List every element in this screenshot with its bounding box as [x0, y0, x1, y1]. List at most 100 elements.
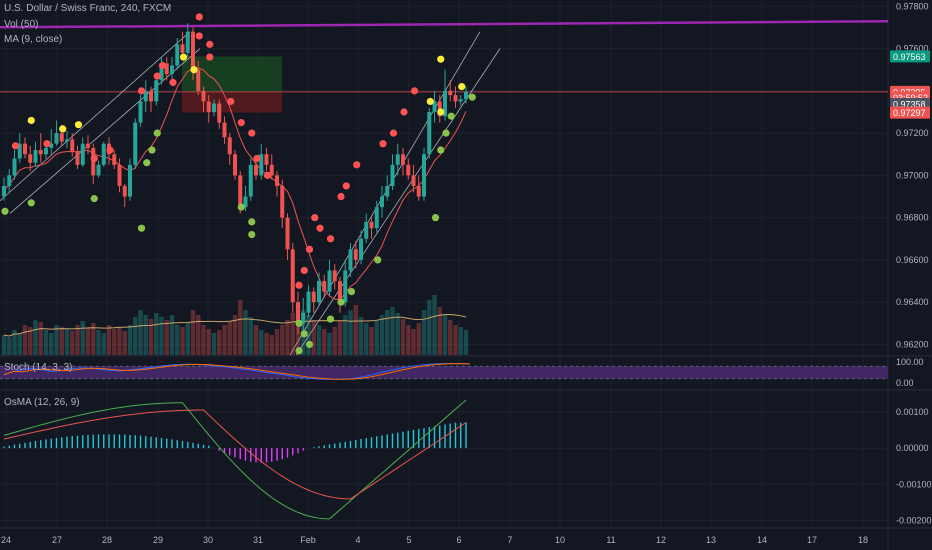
price-tick-label: 0.97600 [896, 44, 929, 54]
volume-bar [22, 325, 28, 355]
candle-body [422, 154, 426, 197]
candle-body [338, 281, 342, 303]
candle-body [33, 150, 38, 163]
volume-bar [306, 315, 311, 355]
fractal-dot [295, 319, 303, 327]
fractal-dot [106, 146, 114, 154]
price-tick-label: 0.97800 [896, 1, 929, 11]
volume-bar [406, 325, 411, 355]
candle-body [80, 143, 85, 165]
fractal-dot [300, 330, 308, 338]
candle-body [222, 122, 227, 138]
candle-body [322, 281, 327, 292]
candle-body [185, 31, 190, 53]
fractal-dot [153, 72, 161, 80]
candle-body [196, 69, 201, 91]
candle-body [149, 90, 153, 102]
candle [296, 291, 300, 334]
volume-bar [264, 333, 269, 355]
time-axis-label: 7 [507, 535, 512, 545]
candle [332, 264, 337, 290]
fractal-dot [342, 182, 350, 190]
fractal-dot [426, 97, 434, 106]
volume-bar [43, 330, 49, 355]
volume-bar [453, 325, 458, 355]
fractal-dot [379, 140, 387, 148]
volume-bar [185, 323, 190, 355]
ma-legend[interactable]: MA (9, close) [4, 34, 63, 45]
fractal-dot [263, 171, 272, 179]
candle [23, 137, 27, 159]
price-badge-bg [890, 106, 930, 119]
candle-body [327, 270, 332, 292]
candle [348, 243, 353, 277]
volume-bar [85, 327, 91, 355]
candle [175, 38, 180, 70]
volume-bar [400, 319, 406, 355]
stoch-legend[interactable]: Stoch (14, 3, 3) [4, 362, 73, 373]
candle [170, 57, 174, 81]
candle [128, 158, 132, 201]
time-axis-label: 6 [456, 535, 461, 545]
fractal-dot [59, 125, 67, 133]
candle [327, 259, 332, 296]
candle [280, 179, 285, 229]
candle [411, 164, 416, 193]
volume-bar [1, 335, 7, 355]
candle-body [96, 164, 101, 176]
fractal-dot [295, 347, 303, 355]
price-badge-label: 0.97297 [893, 108, 926, 118]
volume-bar [274, 329, 280, 355]
candle-body [348, 249, 353, 271]
candle-body [264, 154, 269, 165]
osma-legend[interactable]: OsMA (12, 26, 9) [4, 397, 80, 408]
candle-body [311, 291, 316, 303]
fractal-dot [400, 108, 408, 116]
candle [422, 147, 426, 201]
candle-body [416, 185, 421, 197]
volume-bar [248, 317, 253, 355]
fractal-dot [11, 142, 20, 150]
volume-bar [253, 325, 259, 355]
candle [2, 177, 6, 201]
candle [364, 213, 369, 244]
candle [122, 183, 127, 208]
candle-body [254, 164, 258, 176]
fractal-dot [374, 256, 382, 264]
candle-body [285, 217, 290, 250]
volume-legend[interactable]: Vol (50) [4, 19, 39, 30]
candle-body [464, 91, 468, 100]
candle [201, 86, 206, 112]
candle-body [117, 164, 122, 186]
candle [38, 133, 43, 163]
candle-body [170, 65, 174, 74]
fractal-dot [153, 129, 161, 137]
fractal-dot [300, 266, 308, 275]
candle-body [122, 185, 127, 197]
fractal-markers [1, 13, 476, 355]
candle-body [364, 221, 369, 239]
candle [243, 185, 248, 212]
volume-bar [353, 305, 358, 355]
candle-body [290, 249, 295, 303]
stoch-overbought-band [0, 366, 888, 379]
candle-body [138, 101, 143, 123]
fractal-dot [437, 55, 445, 63]
candle-body [306, 291, 311, 313]
price-badge: 0.97297 [890, 106, 930, 119]
candle [427, 107, 432, 159]
candle [285, 213, 290, 260]
fractal-dot [43, 140, 51, 148]
candle-body [259, 154, 264, 176]
time-axis-label: 13 [706, 535, 716, 545]
fractal-dot [206, 40, 214, 48]
symbol-legend[interactable]: U.S. Dollar / Swiss Franc, 240, FXCM [4, 3, 172, 14]
time-axis-label: 14 [757, 535, 767, 545]
candle [133, 118, 138, 170]
price-badge-bg [890, 50, 930, 63]
candle [143, 80, 148, 112]
volume-bar [211, 333, 217, 355]
candle-body [23, 143, 27, 155]
candle-body [395, 154, 400, 165]
